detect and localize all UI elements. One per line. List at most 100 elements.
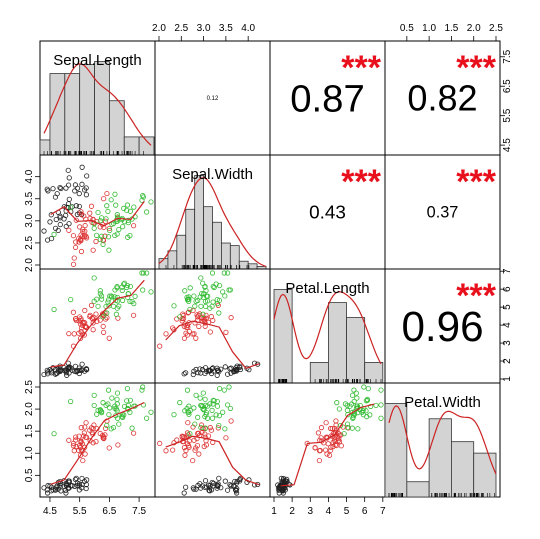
- panel-3-2: [269, 382, 386, 498]
- point-3-0-146: [114, 415, 121, 421]
- point-3-1-111: [177, 400, 183, 406]
- point-2-1-94: [185, 324, 191, 330]
- point-1-0-103: [95, 209, 101, 216]
- point-2-0-50: [88, 302, 95, 308]
- point-3-1-115: [220, 409, 226, 415]
- point-1-0-27: [81, 187, 88, 193]
- point-3-0-86: [97, 430, 103, 437]
- point-3-1-71: [170, 447, 176, 453]
- point-3-1-14: [183, 484, 189, 490]
- smooth-line-3-2: [280, 403, 375, 487]
- axis-tick-label-right-2-3: 4: [502, 322, 513, 328]
- point-2-0-86: [97, 317, 103, 323]
- point-3-1-8: [228, 483, 234, 489]
- point-3-1-127: [216, 413, 223, 419]
- point-2-1-145: [186, 296, 192, 302]
- hist-bar-3-4: [473, 452, 497, 498]
- point-2-0-64: [77, 335, 84, 341]
- point-3-1-147: [221, 387, 227, 393]
- point-2-1-47: [214, 365, 220, 371]
- point-3-0-149: [105, 401, 111, 407]
- point-3-1-63: [186, 438, 192, 444]
- point-2-1-35: [237, 366, 244, 373]
- point-3-0-133: [112, 403, 118, 409]
- point-1-0-127: [113, 202, 119, 208]
- point-1-0-78: [101, 196, 107, 202]
- point-3-1-37: [216, 475, 222, 481]
- point-2-0-88: [78, 329, 84, 335]
- point-1-0-137: [120, 224, 126, 230]
- point-2-0-111: [100, 314, 106, 320]
- axis-tick-label-left-3-4: 2.5: [24, 380, 35, 394]
- point-1-0-124: [124, 202, 131, 208]
- axis-tick-label-left-1-2: 3.0: [24, 213, 35, 227]
- correlation-value-2-3: 0.96: [401, 303, 483, 350]
- point-2-0-83: [70, 309, 77, 315]
- point-3-2-125: [378, 415, 384, 421]
- point-1-0-39: [45, 188, 51, 194]
- point-2-1-75: [196, 323, 202, 330]
- point-2-0-135: [131, 301, 137, 307]
- point-3-2-149: [349, 401, 355, 407]
- point-3-1-23: [233, 488, 239, 494]
- point-2-1-144: [202, 283, 208, 290]
- point-3-0-81: [81, 430, 87, 436]
- point-1-0-15: [50, 186, 56, 192]
- axis-tick-label-bottom-0-0: 4.5: [43, 506, 57, 517]
- point-3-0-16: [83, 485, 89, 492]
- point-2-0-103: [95, 303, 101, 309]
- point-2-1-142: [198, 303, 204, 309]
- point-3-2-60: [328, 444, 334, 450]
- point-3-0-75: [82, 451, 88, 457]
- point-2-0-89: [131, 312, 137, 318]
- axis-tick-label-bottom-0-3: 7.5: [132, 506, 146, 517]
- point-3-0-80: [115, 442, 121, 448]
- point-3-1-135: [214, 403, 221, 409]
- point-3-2-127: [350, 413, 357, 419]
- point-3-2-118: [373, 402, 379, 409]
- point-3-2-122: [342, 401, 349, 407]
- point-3-0-26: [76, 487, 82, 493]
- point-3-0-142: [110, 424, 117, 431]
- point-2-1-28: [224, 371, 231, 377]
- point-3-0-63: [78, 438, 84, 444]
- point-2-0-40: [66, 364, 72, 370]
- point-2-0-134: [98, 293, 105, 299]
- point-3-0-125: [144, 415, 150, 421]
- point-2-1-125: [209, 270, 216, 276]
- point-2-0-45: [83, 366, 90, 372]
- point-3-2-141: [360, 412, 366, 418]
- point-2-1-136: [200, 294, 206, 301]
- point-2-0-78: [101, 329, 107, 335]
- point-1-0-140: [107, 227, 113, 234]
- point-3-0-84: [87, 438, 93, 444]
- point-2-0-126: [132, 293, 138, 299]
- point-3-1-129: [226, 384, 232, 390]
- point-2-0-144: [114, 283, 120, 290]
- point-3-0-110: [125, 402, 131, 409]
- point-3-0-121: [109, 395, 115, 401]
- point-3-0-128: [124, 398, 130, 404]
- point-1-0-83: [70, 233, 77, 239]
- point-1-0-58: [73, 217, 79, 223]
- point-3-0-108: [91, 392, 97, 398]
- point-1-0-62: [73, 239, 79, 245]
- point-3-1-144: [202, 396, 208, 402]
- point-1-0-125: [144, 209, 150, 215]
- point-3-1-40: [222, 478, 228, 484]
- point-3-2-124: [365, 386, 371, 392]
- point-2-0-118: [91, 275, 97, 281]
- point-3-1-114: [214, 398, 220, 405]
- point-3-2-148: [349, 409, 355, 416]
- point-3-2-81: [315, 430, 321, 436]
- point-1-0-65: [72, 244, 79, 251]
- point-3-0-136: [114, 390, 121, 396]
- point-1-0-110: [125, 220, 131, 226]
- point-1-0-24: [72, 182, 79, 188]
- point-3-1-42: [202, 484, 208, 490]
- point-3-2-129: [361, 384, 367, 390]
- point-2-1-118: [198, 275, 204, 281]
- point-3-1-33: [193, 486, 199, 492]
- point-3-0-97: [70, 440, 77, 447]
- panel-3-3: Petal.Width: [384, 382, 501, 498]
